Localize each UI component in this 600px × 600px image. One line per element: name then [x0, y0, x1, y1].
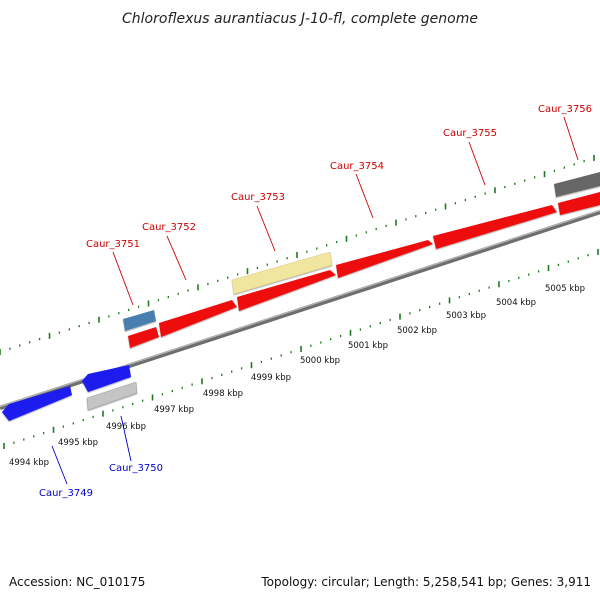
kbp-label: 4994 kbp: [9, 458, 49, 468]
label-caur-3756: Caur_3756: [538, 104, 592, 115]
label-caur-3753: Caur_3753: [231, 192, 285, 203]
kbp-label: 5004 kbp: [496, 298, 536, 308]
gene-features: [2, 172, 600, 421]
label-caur-3751: Caur_3751: [86, 239, 140, 250]
gene-red-segment: [237, 270, 336, 311]
gene-caur-3756[interactable]: [554, 172, 600, 197]
kbp-label: 5002 kbp: [397, 326, 437, 336]
gene-caur-3753[interactable]: [231, 251, 333, 295]
kbp-label: 5005 kbp: [545, 284, 585, 294]
gene-labels: Caur_3749 Caur_3750 Caur_3751 Caur_3752 …: [39, 104, 592, 499]
genome-summary-text: Topology: circular; Length: 5,258,541 bp…: [260, 575, 591, 589]
label-leaders: [51, 116, 579, 485]
accession-text: Accession: NC_010175: [9, 575, 145, 589]
gene-caur-3750[interactable]: [82, 365, 131, 392]
kbp-label: 5003 kbp: [446, 311, 486, 321]
label-caur-3752: Caur_3752: [142, 222, 196, 233]
tick-tracks: [0, 154, 599, 449]
kbp-label: 4999 kbp: [251, 373, 291, 383]
gene-small-red: [128, 327, 159, 348]
gene-caur-3755[interactable]: [433, 205, 557, 249]
label-caur-3754: Caur_3754: [330, 161, 384, 172]
kbp-label: 4996 kbp: [106, 422, 146, 432]
gene-red-edge: [558, 192, 600, 215]
kbp-label: 5000 kbp: [300, 356, 340, 366]
map-title: Chloroflexus aurantiacus J-10-fl, comple…: [122, 11, 478, 27]
gene-caur-3749[interactable]: [2, 386, 72, 421]
kbp-label: 5001 kbp: [348, 341, 388, 351]
gene-caur-3751[interactable]: [123, 310, 156, 331]
kbp-scale: 4994 kbp 4995 kbp 4996 kbp 4997 kbp 4998…: [9, 284, 585, 468]
kbp-label: 4997 kbp: [154, 405, 194, 415]
label-caur-3755: Caur_3755: [443, 128, 497, 139]
rna-feature-grey: [86, 381, 138, 411]
label-caur-3750: Caur_3750: [109, 463, 163, 474]
kbp-label: 4998 kbp: [203, 389, 243, 399]
gene-caur-3754[interactable]: [336, 240, 433, 278]
label-caur-3749: Caur_3749: [39, 488, 93, 499]
kbp-label: 4995 kbp: [58, 438, 98, 448]
gene-caur-3752[interactable]: [159, 300, 237, 337]
